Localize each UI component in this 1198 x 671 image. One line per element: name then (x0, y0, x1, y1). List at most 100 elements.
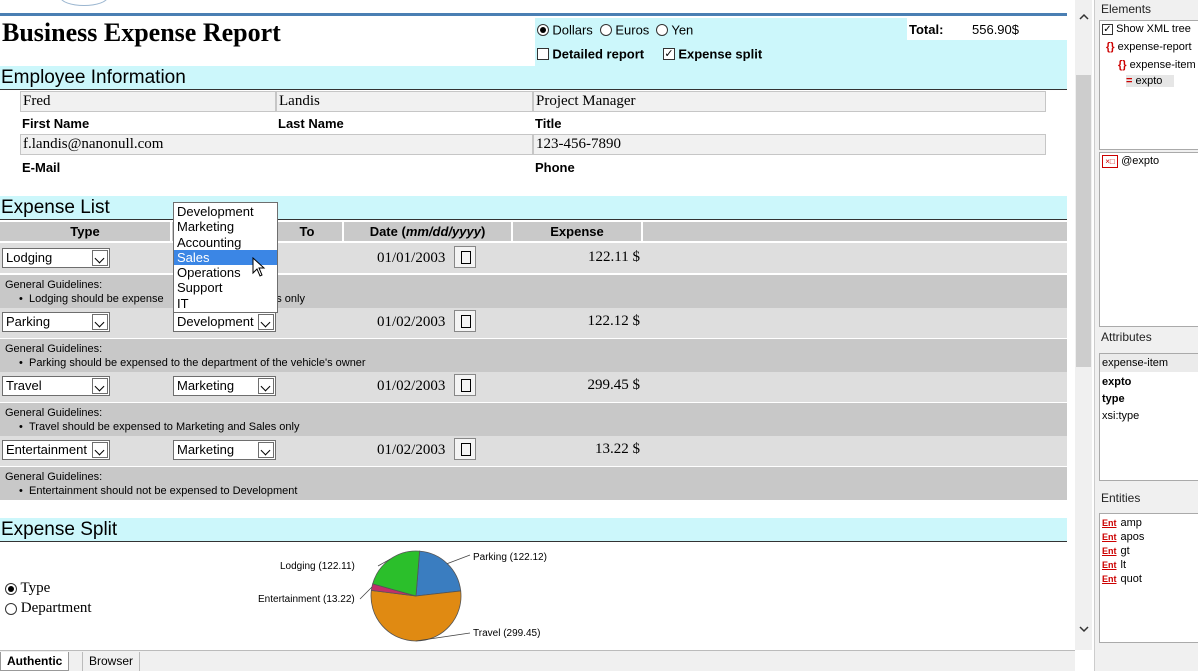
date-value[interactable]: 01/02/2003 (377, 442, 446, 458)
element-insert-row[interactable]: ×□ @expto (1102, 155, 1159, 168)
pie-label-travel: Travel (299.45) (473, 628, 541, 639)
type-select[interactable]: Lodging (2, 248, 110, 268)
expense-amount[interactable]: 122.11 $ (588, 249, 640, 265)
entity-row[interactable]: Ent apos (1102, 531, 1145, 543)
insert-attribute-icon: ×□ (1102, 155, 1118, 168)
entity-icon: Ent (1102, 546, 1117, 556)
detailed-report-checkbox[interactable]: Detailed report (537, 46, 644, 61)
first-name-label: First Name (22, 116, 90, 131)
calendar-icon[interactable] (454, 374, 476, 396)
chevron-down-icon[interactable] (258, 442, 274, 458)
dropdown-option[interactable]: Marketing (177, 219, 235, 235)
department-select[interactable]: Marketing (173, 440, 276, 460)
dropdown-option-selected[interactable]: Sales (174, 249, 277, 266)
dropdown-option[interactable]: Accounting (177, 234, 242, 250)
attributes-title: Attributes (1101, 330, 1152, 344)
attributes-panel: expense-item expto type xsi:type (1099, 353, 1198, 481)
total-value: 556.90$ (972, 22, 1019, 37)
department-select[interactable]: Development (173, 312, 276, 332)
entity-icon: Ent (1102, 532, 1117, 542)
chevron-down-icon[interactable] (92, 250, 108, 266)
currency-euros[interactable]: Euros (600, 22, 649, 37)
radio-icon[interactable] (656, 23, 668, 36)
attribute-icon: = (1126, 75, 1133, 87)
phone-field[interactable]: 123-456-7890 (533, 134, 1046, 155)
tree-node-expto[interactable]: = expto (1126, 75, 1174, 87)
radio-icon[interactable] (600, 23, 612, 36)
type-select[interactable]: Parking (2, 312, 110, 332)
radio-icon[interactable] (5, 582, 17, 595)
email-field[interactable]: f.landis@nanonull.com (20, 134, 533, 155)
dropdown-option[interactable]: Support (177, 280, 223, 296)
entity-row[interactable]: Ent lt (1102, 559, 1126, 571)
tab-authentic[interactable]: Authentic (0, 652, 70, 671)
first-name-field[interactable]: Fred (20, 91, 276, 112)
attribute-row-type[interactable]: type (1102, 393, 1125, 405)
element-icon: {} (1118, 59, 1127, 71)
radio-icon[interactable] (5, 602, 17, 615)
date-value[interactable]: 01/02/2003 (377, 314, 446, 330)
document-view: Business Expense Report Dollars Euros Ye… (0, 0, 1075, 650)
type-select[interactable]: Travel (2, 376, 110, 396)
calendar-icon[interactable] (454, 438, 476, 460)
department-dropdown-list[interactable]: Development Marketing Accounting Sales O… (173, 202, 278, 313)
chevron-up-icon[interactable] (1079, 12, 1089, 22)
entity-row[interactable]: Ent gt (1102, 545, 1130, 557)
element-insert-panel: ×□ @expto (1099, 152, 1198, 327)
employee-section-title: Employee Information (0, 66, 1067, 89)
entity-row[interactable]: Ent quot (1102, 573, 1142, 585)
split-by-type[interactable]: Type (5, 580, 50, 597)
chevron-down-icon[interactable] (92, 442, 108, 458)
date-value[interactable]: 01/01/2003 (377, 250, 446, 266)
pie-leader-line (415, 632, 471, 642)
attribute-row-xsi-type[interactable]: xsi:type (1102, 410, 1140, 422)
expense-pie-chart (359, 550, 471, 642)
date-value[interactable]: 01/02/2003 (377, 378, 446, 394)
expense-amount[interactable]: 299.45 $ (587, 377, 641, 393)
split-by-department[interactable]: Department (5, 600, 92, 617)
expense-amount[interactable]: 13.22 $ (595, 441, 640, 457)
radio-icon[interactable] (537, 23, 549, 36)
expense-amount[interactable]: 122.12 $ (587, 313, 641, 329)
chevron-down-icon[interactable] (92, 314, 108, 330)
entity-row[interactable]: Ent amp (1102, 517, 1142, 529)
expense-split-checkbox[interactable]: ✓ Expense split (663, 46, 763, 62)
mouse-cursor-icon (252, 257, 266, 277)
checkbox-icon[interactable] (537, 47, 549, 60)
chevron-down-icon[interactable] (258, 378, 274, 394)
scrollbar-thumb[interactable] (1076, 75, 1091, 367)
dropdown-option[interactable]: Development (177, 204, 254, 219)
type-select[interactable]: Entertainment (2, 440, 110, 460)
calendar-icon[interactable] (454, 246, 476, 268)
guideline-box: General Guidelines: Lodging should be ex… (0, 275, 1067, 308)
checkmark-icon[interactable]: ✓ (663, 47, 675, 60)
chevron-down-icon[interactable] (92, 378, 108, 394)
chevron-down-icon[interactable] (258, 314, 274, 330)
header-type: Type (0, 222, 170, 241)
department-select[interactable]: Marketing (173, 376, 276, 396)
currency-dollars[interactable]: Dollars (537, 22, 593, 37)
tree-node-expense-report[interactable]: {} expense-report (1106, 41, 1192, 53)
entity-icon: Ent (1102, 560, 1117, 570)
attribute-row-expto[interactable]: expto (1102, 376, 1132, 388)
pie-leader-line (447, 554, 471, 565)
dropdown-option[interactable]: Operations (177, 265, 241, 281)
options-panel: Dollars Euros Yen Total: 556.90$ Detaile… (535, 18, 1067, 66)
checkmark-icon[interactable]: ✓ (1102, 23, 1113, 35)
chevron-down-icon[interactable] (1079, 624, 1089, 634)
entity-icon: Ent (1102, 574, 1117, 584)
elements-panel: ✓ Show XML tree {} expense-report {} exp… (1099, 20, 1198, 150)
title-field[interactable]: Project Manager (533, 91, 1046, 112)
last-name-field[interactable]: Landis (276, 91, 533, 112)
show-xml-tree-checkbox[interactable]: ✓ Show XML tree (1102, 23, 1191, 35)
dropdown-option[interactable]: IT (177, 295, 189, 311)
currency-yen[interactable]: Yen (656, 22, 693, 37)
last-name-label: Last Name (278, 116, 344, 131)
report-title: Business Expense Report (2, 18, 281, 47)
pie-slice-travel (370, 589, 462, 642)
logo-arc (60, 0, 108, 6)
tree-node-expense-item[interactable]: {} expense-item (1118, 59, 1196, 71)
header-expense: Expense (513, 222, 641, 241)
calendar-icon[interactable] (454, 310, 476, 332)
tab-browser[interactable]: Browser (82, 652, 141, 671)
